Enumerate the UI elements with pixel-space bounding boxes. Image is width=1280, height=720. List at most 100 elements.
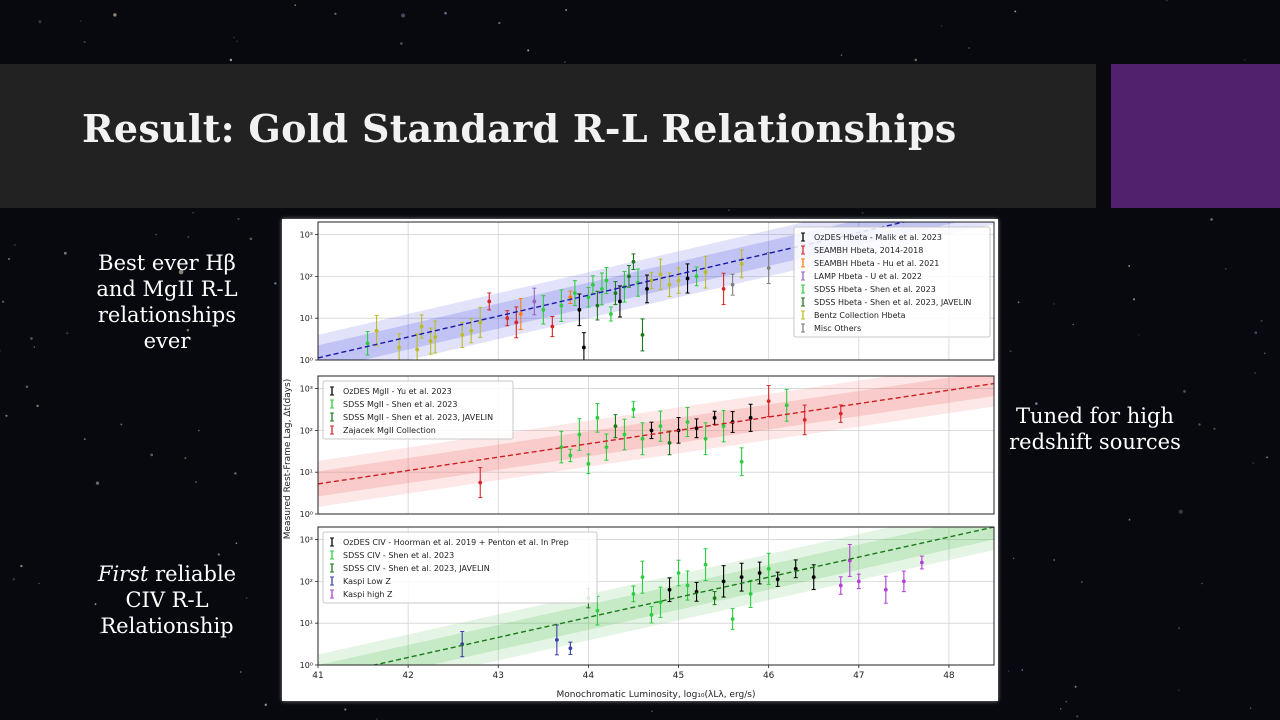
star bbox=[0, 350, 1, 352]
star bbox=[109, 289, 112, 292]
star bbox=[150, 453, 154, 457]
data-point bbox=[802, 418, 807, 422]
data-point bbox=[397, 345, 402, 350]
data-point bbox=[676, 571, 681, 575]
star bbox=[1053, 303, 1055, 305]
star bbox=[155, 233, 158, 236]
star bbox=[728, 209, 730, 211]
rl-chart: 10⁰ 10¹ 10² 10³ OzDES Hbeta - Malik et al. 2… bbox=[283, 221, 995, 700]
star bbox=[83, 40, 86, 43]
star bbox=[1178, 689, 1180, 691]
legend-label: SDSS CIV - Shen et al. 2023 bbox=[343, 551, 454, 560]
star bbox=[113, 13, 117, 17]
data-point bbox=[631, 259, 636, 264]
star bbox=[38, 20, 42, 24]
data-point bbox=[586, 295, 591, 300]
legend: OzDES MgII - Yu et al. 2023 SDSS MgII - S… bbox=[322, 380, 514, 440]
data-point bbox=[667, 282, 672, 287]
legend-label: SEAMBH Hbeta, 2014-2018 bbox=[814, 246, 923, 255]
data-point bbox=[748, 592, 753, 596]
data-point bbox=[609, 312, 613, 316]
data-point bbox=[572, 291, 577, 295]
star bbox=[237, 217, 240, 220]
data-point bbox=[640, 333, 645, 337]
data-point bbox=[793, 566, 798, 571]
data-point bbox=[649, 612, 654, 617]
data-point bbox=[631, 407, 636, 412]
data-point bbox=[428, 339, 433, 344]
star bbox=[1128, 518, 1131, 521]
data-point bbox=[591, 282, 595, 287]
star bbox=[36, 404, 39, 408]
data-point bbox=[478, 320, 483, 325]
star bbox=[1017, 301, 1020, 304]
data-point bbox=[419, 324, 424, 329]
star bbox=[651, 710, 653, 713]
star bbox=[1128, 265, 1131, 267]
legend-label: Bentz Collection Hbeta bbox=[814, 311, 906, 320]
data-point bbox=[469, 328, 474, 333]
star bbox=[95, 481, 100, 485]
star bbox=[83, 438, 86, 441]
star bbox=[1254, 372, 1256, 374]
legend-label: Misc Others bbox=[814, 324, 861, 333]
data-point bbox=[919, 560, 924, 565]
star bbox=[1009, 350, 1012, 353]
data-point bbox=[685, 420, 690, 424]
y-tick-label: 10¹ bbox=[300, 314, 313, 323]
data-point bbox=[518, 312, 523, 316]
x-axis-label: Monochromatic Luminosity, log₁₀(λLλ, erg… bbox=[557, 690, 756, 700]
data-point bbox=[577, 307, 582, 312]
star bbox=[527, 49, 530, 52]
star bbox=[14, 244, 16, 246]
data-point bbox=[613, 424, 618, 429]
data-point bbox=[757, 571, 762, 575]
data-point bbox=[618, 299, 622, 304]
star bbox=[25, 385, 29, 388]
star bbox=[1072, 323, 1075, 326]
fit-confidence-band bbox=[318, 527, 994, 665]
data-point bbox=[667, 441, 672, 445]
data-point bbox=[554, 638, 559, 642]
star bbox=[239, 671, 242, 673]
star bbox=[79, 20, 82, 22]
data-point bbox=[712, 596, 717, 600]
star bbox=[1138, 334, 1140, 336]
data-point bbox=[901, 579, 906, 584]
panel-frame bbox=[317, 375, 995, 515]
legend-label: OzDES CIV - Hoorman et al. 2019 + Penton… bbox=[343, 538, 569, 547]
star bbox=[12, 578, 15, 581]
star bbox=[235, 542, 238, 545]
panel-civ: 10⁰ 10¹ 10² 10³ OzDES CIV - Hoorman et al. 2… bbox=[300, 526, 995, 670]
y-tick-label: 10⁰ bbox=[300, 510, 313, 519]
y-tick-label: 10⁰ bbox=[300, 356, 313, 365]
data-point bbox=[645, 287, 649, 291]
data-point bbox=[568, 453, 573, 458]
x-tick-label: 45 bbox=[673, 671, 684, 681]
x-tick-label: 42 bbox=[402, 671, 413, 681]
star bbox=[1076, 715, 1079, 718]
data-point bbox=[838, 411, 843, 416]
data-point bbox=[415, 347, 420, 352]
data-point bbox=[595, 608, 600, 613]
star bbox=[1132, 298, 1136, 301]
star bbox=[563, 61, 566, 63]
star bbox=[1034, 402, 1038, 405]
title-bar bbox=[0, 64, 1096, 208]
data-point bbox=[604, 445, 609, 449]
x-tick-label: 48 bbox=[943, 671, 955, 681]
data-point bbox=[730, 617, 735, 621]
caption-line: relationships bbox=[97, 303, 237, 327]
star bbox=[1111, 410, 1114, 413]
data-point bbox=[856, 579, 861, 584]
data-point bbox=[550, 324, 555, 329]
data-point bbox=[658, 424, 663, 429]
data-point bbox=[703, 270, 708, 275]
star bbox=[1008, 670, 1010, 672]
star bbox=[1201, 582, 1203, 585]
star bbox=[249, 237, 253, 241]
star bbox=[1014, 10, 1017, 13]
star bbox=[30, 337, 33, 340]
data-point bbox=[685, 583, 690, 588]
data-point bbox=[586, 461, 591, 466]
